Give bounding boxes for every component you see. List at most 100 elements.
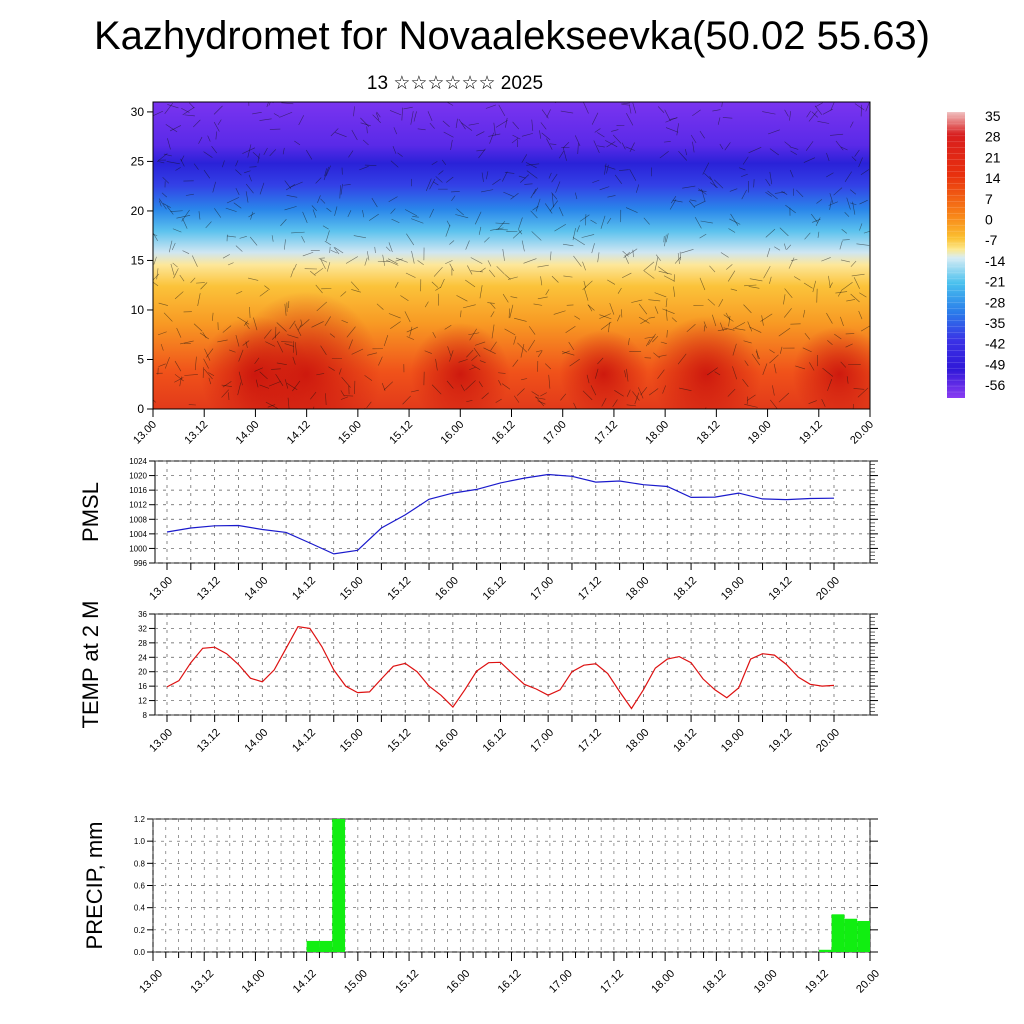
wind-barb [573,255,582,267]
x-tick-label: 17.12 [592,419,620,447]
wind-barb [402,395,411,405]
wind-barb [770,399,778,409]
wind-barb [676,123,679,136]
wind-barb [657,106,665,113]
wind-barb [495,120,508,128]
wind-barb [537,400,546,405]
wind-barb [648,333,656,345]
wind-barb [280,219,287,227]
wind-barb [324,316,331,326]
wind-barb [749,326,762,333]
wind-barb [204,348,211,361]
wind-barb [808,400,817,404]
wind-barb [779,227,789,237]
wind-barb [395,257,408,263]
wind-barb [364,257,368,266]
wind-barb [367,352,378,356]
wind-barb [704,173,712,180]
wind-barb [429,122,435,129]
wind-barb [481,172,484,182]
x-tick-label: 13.00 [137,968,165,996]
wind-barb [835,291,848,294]
wind-barb [284,303,287,316]
wind-barb [182,218,188,229]
wind-barb [340,390,345,397]
wind-barb [527,339,536,351]
wind-barb [469,328,477,341]
wind-barb [659,151,669,159]
wind-barb [742,378,749,388]
wind-barb [790,258,798,262]
wind-barb [744,284,757,287]
wind-barb [638,387,644,399]
y-tick-label: 0.0 [134,948,146,957]
wind-barb [263,329,272,339]
y-tick-label: 36 [138,610,147,619]
wind-barb [783,308,792,318]
wind-barb [551,193,554,208]
x-tick-label: 17.00 [547,968,575,996]
wind-barb [732,366,738,380]
wind-barb [854,149,860,157]
wind-barb [767,190,778,200]
wind-barb [484,237,490,243]
wind-barb [429,178,436,190]
wind-barb [850,260,857,267]
wind-barb [859,199,868,205]
wind-barb [176,214,191,219]
wind-barb [326,262,331,272]
wind-barb [176,327,182,338]
wind-barb [458,118,466,130]
precip-bar [332,819,346,952]
wind-barb [526,170,538,179]
warm-lobe [792,326,870,409]
wind-barb [474,341,486,346]
wind-barb [301,236,305,243]
wind-barb [572,228,576,241]
wind-barb [341,319,349,324]
wind-barb [512,134,521,140]
wind-barb [860,325,870,332]
wind-barb [217,119,222,126]
wind-barb [198,136,203,144]
wind-barb [294,140,301,146]
y-tick-label: 15 [131,253,145,267]
wind-barb [200,282,208,290]
wind-barb [158,302,168,306]
wind-barb [528,326,536,335]
wind-barb [214,208,222,218]
wind-barb [340,291,347,297]
wind-barb [860,169,870,175]
wind-barb [851,273,865,277]
wind-barb [351,129,358,141]
wind-barb [632,249,634,258]
wind-barb [765,178,771,187]
wind-barb [859,292,867,298]
wind-barb [789,111,792,121]
wind-barb [744,360,749,367]
wind-barb [743,340,752,344]
wind-barb [551,192,558,200]
x-tick-label: 19.12 [767,727,795,755]
wind-barb [694,216,702,229]
wind-barb [700,220,713,224]
wind-barb [840,361,847,368]
wind-barb [249,236,258,246]
warm-lobe [559,329,648,409]
wind-barb [153,251,154,252]
wind-barb [164,357,170,369]
wind-barb [599,314,612,320]
wind-barb [264,285,270,290]
y-tick-label: 0 [137,402,144,416]
wind-barb [769,354,779,364]
wind-barb [553,310,566,315]
wind-barb [174,360,182,372]
x-tick-label: 13.12 [182,419,210,447]
wind-barb [284,206,297,211]
wind-barb [458,359,468,363]
wind-barb [621,272,632,278]
wind-barb [673,274,675,282]
wind-barb [317,195,321,203]
wind-barb [496,266,505,275]
x-tick-label: 14.12 [290,575,318,603]
